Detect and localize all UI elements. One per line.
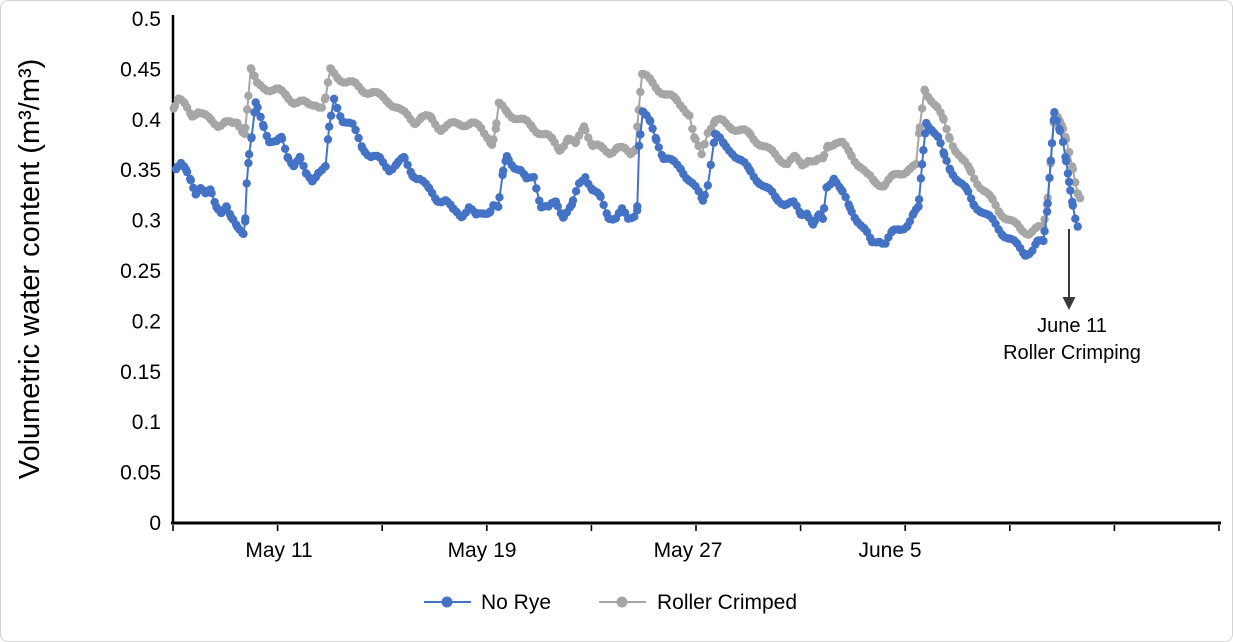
annotation-line-2: Roller Crimping bbox=[1003, 342, 1141, 364]
y-tick-label: 0.1 bbox=[132, 411, 161, 434]
y-tick-label: 0.5 bbox=[132, 8, 161, 31]
x-axis-labels: May 11 May 19 May 27 June 5 bbox=[245, 539, 921, 562]
x-axis-label-may-11: May 11 bbox=[245, 539, 312, 562]
legend-item-no-rye: No Rye bbox=[424, 591, 551, 614]
y-tick-label: 0.05 bbox=[120, 462, 161, 485]
x-axis-label-may-27: May 27 bbox=[654, 539, 723, 562]
y-axis-tick-labels: 0 0.05 0.1 0.15 0.2 0.25 0.3 0.35 0.4 0.45 0.5 bbox=[120, 8, 161, 535]
legend-item-roller-crimped: Roller Crimped bbox=[599, 591, 797, 614]
series-no-rye bbox=[171, 94, 1082, 260]
annotation-arrowhead-icon bbox=[1062, 297, 1076, 310]
x-axis: May 11 May 19 May 27 June 5 bbox=[171, 521, 1221, 562]
x-axis-tick-marks bbox=[172, 525, 1220, 531]
x-axis-label-may-19: May 19 bbox=[448, 539, 517, 562]
legend: No Rye Roller Crimped bbox=[424, 591, 797, 614]
y-axis: 0 0.05 0.1 0.15 0.2 0.25 0.3 0.35 0.4 0.45 0.5 bbox=[120, 8, 175, 535]
y-axis-title: Volumetric water content (m³/m³) bbox=[14, 59, 46, 480]
series-markers bbox=[169, 64, 1085, 239]
legend-label-roller-crimped: Roller Crimped bbox=[657, 591, 797, 614]
y-tick-label: 0.25 bbox=[120, 260, 161, 283]
series-markers bbox=[171, 94, 1082, 260]
legend-marker-dot-roller-crimped bbox=[616, 596, 628, 608]
y-tick-label: 0.4 bbox=[132, 109, 162, 132]
y-tick-label: 0.2 bbox=[132, 310, 161, 333]
y-tick-label: 0.3 bbox=[132, 210, 161, 233]
y-tick-label: 0 bbox=[149, 512, 161, 535]
legend-marker-dot-no-rye bbox=[441, 596, 453, 608]
x-axis-label-june-5: June 5 bbox=[858, 539, 921, 562]
y-tick-label: 0.45 bbox=[120, 58, 161, 81]
annotation-line-1: June 11 bbox=[1037, 315, 1107, 337]
annotation-roller-crimping: June 11 Roller Crimping bbox=[1003, 229, 1141, 364]
series-roller-crimped bbox=[169, 64, 1085, 239]
y-tick-label: 0.35 bbox=[120, 159, 161, 182]
legend-label-no-rye: No Rye bbox=[481, 591, 551, 614]
y-tick-label: 0.15 bbox=[120, 361, 161, 384]
